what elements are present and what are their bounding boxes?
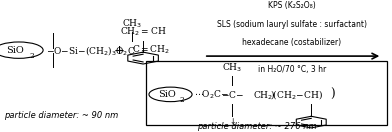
Text: 2: 2	[29, 52, 34, 60]
Text: CH$_3$: CH$_3$	[122, 18, 142, 30]
Text: CH$_2\!$)$\!$(CH$_2\!-\!$CH): CH$_2\!$)$\!$(CH$_2\!-\!$CH)	[253, 88, 323, 101]
Text: $\downarrow$: $\downarrow$	[228, 116, 237, 126]
Text: ): )	[330, 88, 334, 101]
Text: 2: 2	[180, 96, 184, 104]
Text: CH$_2$$=$CH: CH$_2$$=$CH	[120, 25, 166, 38]
Text: SiO: SiO	[6, 46, 24, 55]
Text: particle diameter: ~ 90 nm: particle diameter: ~ 90 nm	[4, 111, 118, 120]
Text: KPS (K₂S₂O₈): KPS (K₂S₂O₈)	[268, 1, 316, 10]
Text: particle diameter: ~ 276 nm: particle diameter: ~ 276 nm	[197, 122, 317, 131]
Text: $\cdots\!$O$_2$C$-$: $\cdots\!$O$_2$C$-$	[194, 88, 229, 101]
Text: +: +	[114, 44, 125, 57]
Text: $-$C$-$: $-$C$-$	[221, 89, 244, 100]
Text: $-$O$-$Si$-$(CH$_2$)$_3$O$_2$C: $-$O$-$Si$-$(CH$_2$)$_3$O$_2$C	[46, 44, 136, 57]
Text: CH$_3$: CH$_3$	[222, 62, 243, 74]
Text: in H₂O/70 °C, 3 hr: in H₂O/70 °C, 3 hr	[258, 65, 326, 74]
Text: C$=$CH$_2$: C$=$CH$_2$	[132, 44, 170, 56]
FancyBboxPatch shape	[146, 61, 387, 125]
Text: SLS (sodium lauryl sulfate : surfactant): SLS (sodium lauryl sulfate : surfactant)	[217, 20, 367, 29]
Text: SiO: SiO	[158, 90, 176, 99]
Text: hexadecane (costabilizer): hexadecane (costabilizer)	[243, 38, 341, 47]
